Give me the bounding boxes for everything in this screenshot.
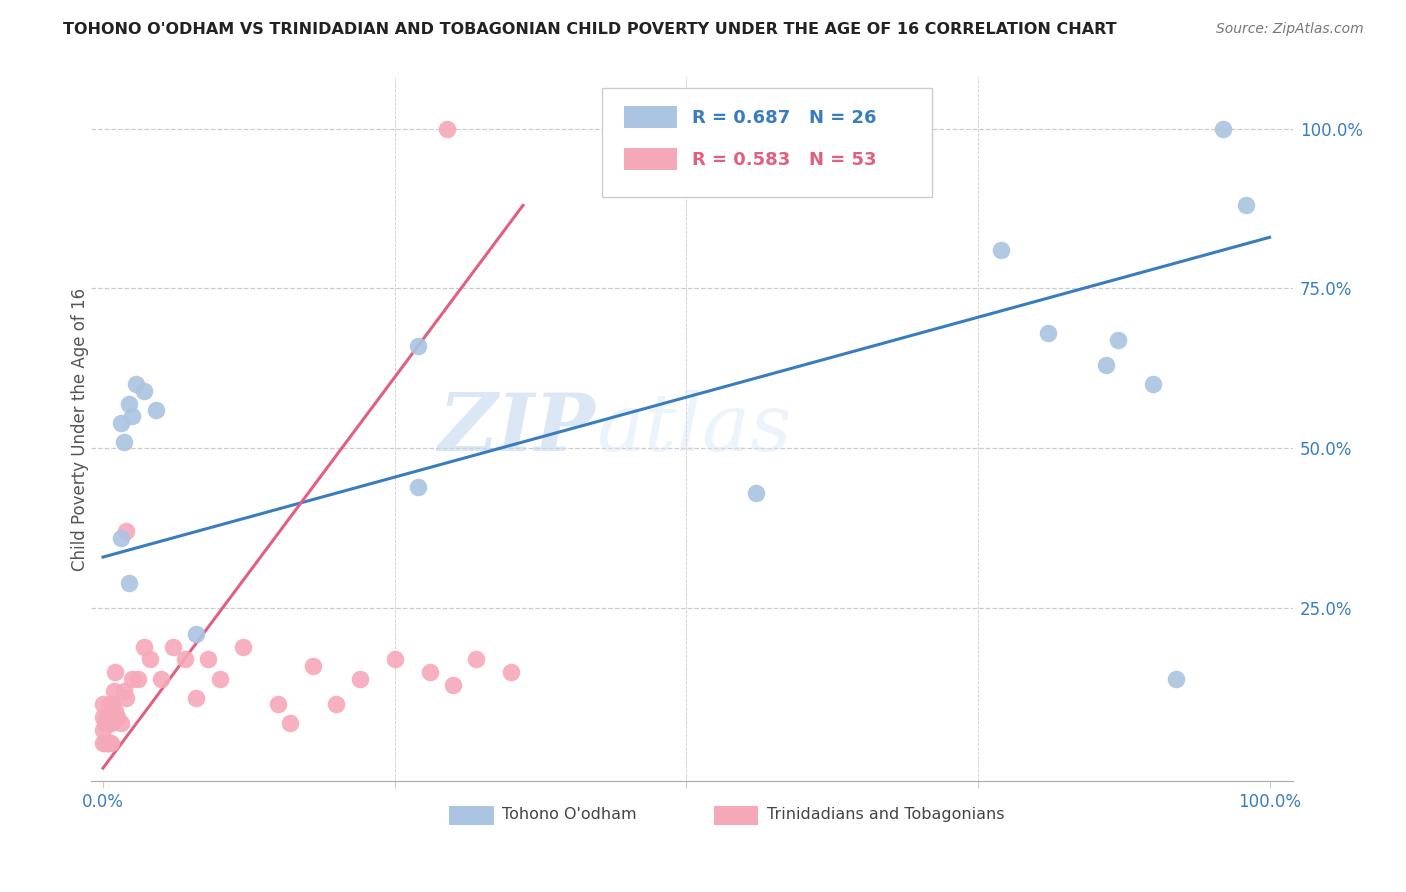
Point (91, 697, 114, 711)
Point (1107, 333, 1129, 347)
Text: Source: ZipAtlas.com: Source: ZipAtlas.com (1216, 22, 1364, 37)
Point (96, 735, 118, 749)
Point (465, 652, 488, 666)
Point (406, 339, 429, 353)
Point (419, 665, 441, 680)
Point (1142, 377, 1164, 392)
Point (325, 697, 347, 711)
Point (208, 672, 231, 686)
Point (278, 716, 301, 731)
Point (118, 575, 141, 590)
Text: atlas: atlas (596, 391, 792, 468)
Point (100, 735, 122, 749)
Point (96, 710, 118, 724)
Point (110, 416, 132, 430)
Point (1166, 672, 1188, 686)
FancyBboxPatch shape (450, 806, 494, 824)
Point (94, 716, 117, 731)
FancyBboxPatch shape (624, 148, 676, 170)
Text: R = 0.687   N = 26: R = 0.687 N = 26 (692, 109, 877, 127)
Point (145, 403, 167, 417)
Text: ZIP: ZIP (439, 391, 596, 468)
Point (118, 396, 141, 410)
Point (91, 710, 114, 724)
Point (101, 697, 124, 711)
Point (173, 652, 195, 666)
Point (1212, 121, 1234, 136)
Point (1234, 198, 1257, 212)
Point (97, 735, 120, 749)
Point (100, 716, 122, 731)
Point (97, 710, 120, 724)
Point (302, 658, 325, 673)
Point (501, 665, 523, 680)
Point (197, 652, 219, 666)
Point (406, 480, 429, 494)
Text: TOHONO O'ODHAM VS TRINIDADIAN AND TOBAGONIAN CHILD POVERTY UNDER THE AGE OF 16 C: TOHONO O'ODHAM VS TRINIDADIAN AND TOBAGO… (63, 22, 1116, 37)
Point (125, 377, 148, 392)
Point (1036, 326, 1059, 341)
Point (98, 697, 121, 711)
Text: Trinidadians and Tobagonians: Trinidadians and Tobagonians (766, 807, 1004, 822)
FancyBboxPatch shape (624, 105, 676, 128)
FancyBboxPatch shape (714, 806, 758, 824)
Point (186, 690, 208, 705)
Point (441, 678, 464, 692)
Point (267, 697, 290, 711)
Point (436, 121, 458, 136)
Point (162, 640, 184, 654)
Point (232, 640, 254, 654)
Point (91, 723, 114, 737)
Point (127, 672, 149, 686)
Y-axis label: Child Poverty Under the Age of 16: Child Poverty Under the Age of 16 (72, 287, 89, 571)
Point (112, 434, 135, 449)
Point (94, 735, 117, 749)
Point (150, 672, 173, 686)
Point (103, 684, 125, 698)
Point (105, 710, 128, 724)
Point (97, 716, 120, 731)
Point (115, 524, 138, 539)
Text: R = 0.583   N = 53: R = 0.583 N = 53 (692, 151, 877, 169)
Point (121, 672, 143, 686)
Text: Tohono O'odham: Tohono O'odham (502, 807, 637, 822)
Point (104, 704, 127, 718)
Point (1095, 358, 1118, 372)
Point (112, 684, 135, 698)
Point (186, 627, 208, 641)
Point (132, 640, 155, 654)
Point (110, 716, 132, 731)
Point (132, 384, 155, 398)
Point (745, 486, 768, 500)
FancyBboxPatch shape (602, 88, 932, 197)
Point (121, 409, 143, 424)
Point (104, 665, 127, 680)
Point (138, 652, 160, 666)
Point (91, 735, 114, 749)
Point (990, 243, 1012, 257)
Point (110, 531, 132, 545)
Point (97, 735, 120, 749)
Point (349, 672, 371, 686)
Point (384, 652, 406, 666)
Point (115, 690, 138, 705)
